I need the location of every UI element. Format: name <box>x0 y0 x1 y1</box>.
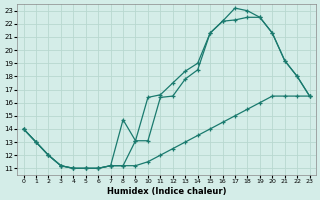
X-axis label: Humidex (Indice chaleur): Humidex (Indice chaleur) <box>107 187 226 196</box>
